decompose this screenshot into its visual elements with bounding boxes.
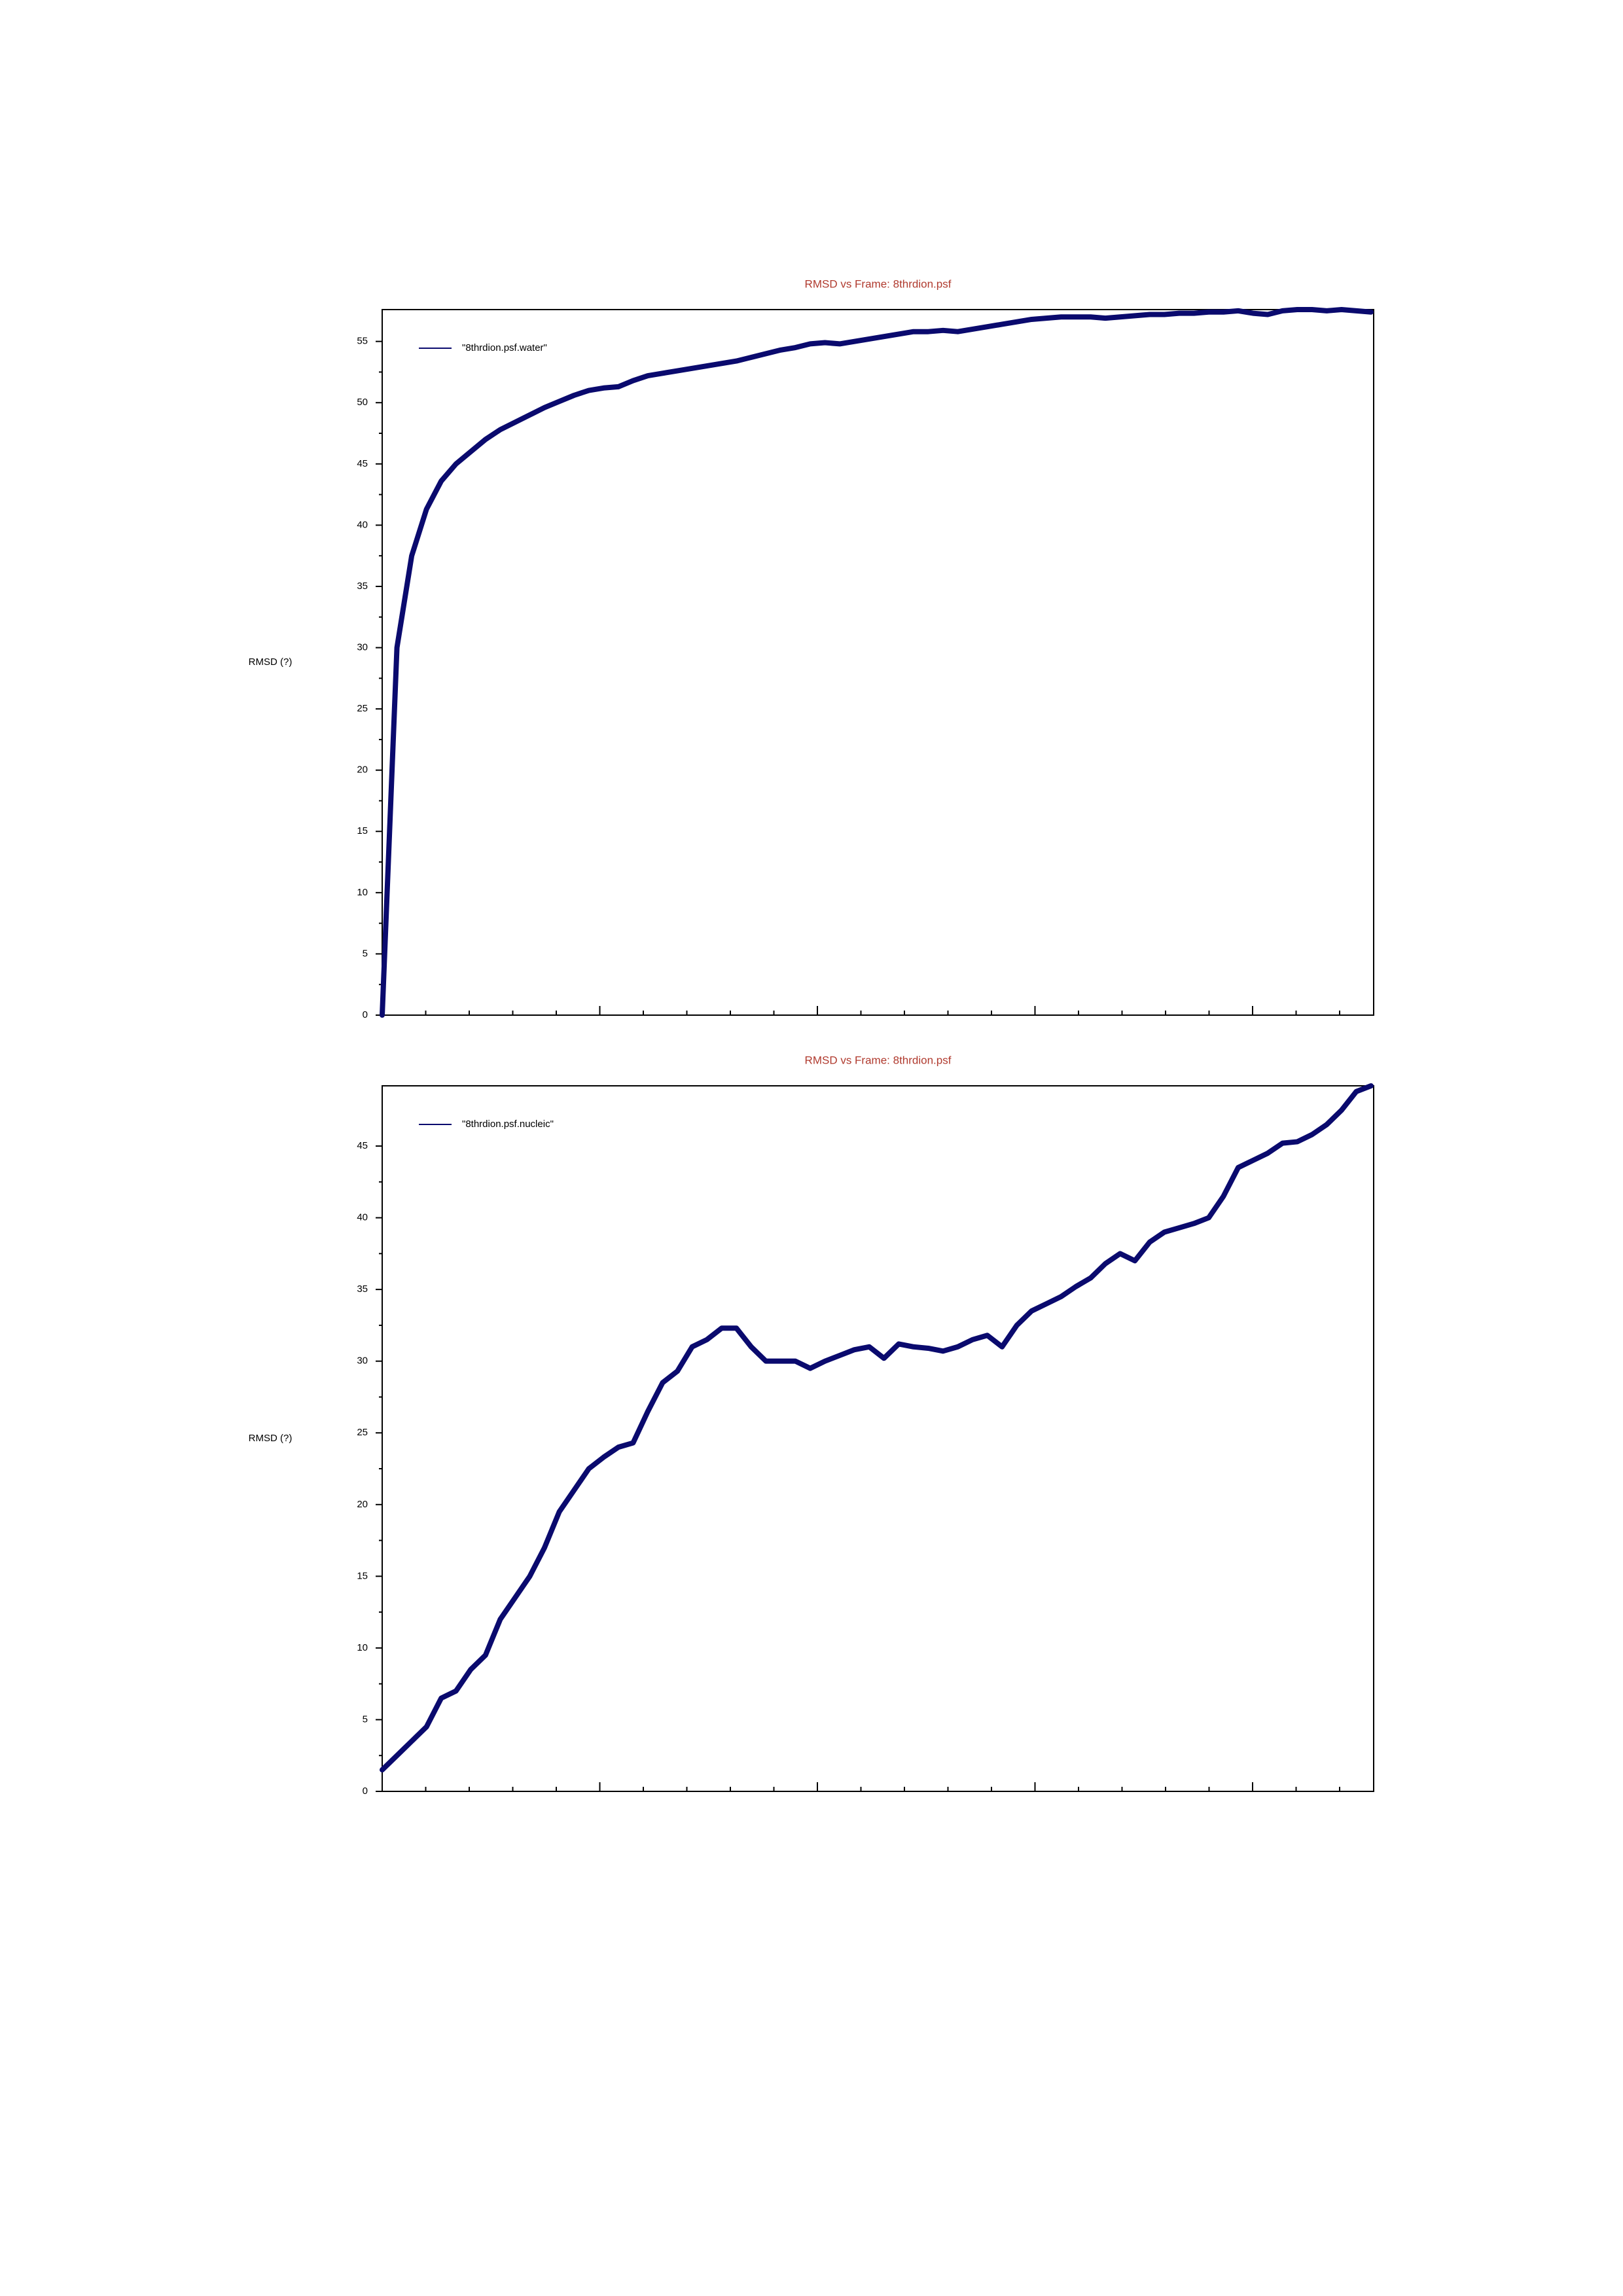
y-tick-label: 30 (357, 1355, 368, 1367)
data-line (380, 1083, 1374, 1773)
y-tick-label: 10 (357, 887, 368, 898)
y-tick-label: 5 (363, 1713, 368, 1725)
chart-title: RMSD vs Frame: 8thrdion.psf (805, 1054, 952, 1066)
y-tick-label: 0 (363, 1009, 368, 1020)
y-tick-label: 25 (357, 1427, 368, 1438)
y-tick-label: 20 (357, 764, 368, 776)
y-tick-label: 40 (357, 1212, 368, 1223)
y-tick-label: 35 (357, 581, 368, 592)
y-axis-label: RMSD (?) (249, 1433, 293, 1444)
data-line (380, 307, 1374, 1018)
y-tick-label: 25 (357, 703, 368, 714)
y-tick-label: 0 (363, 1785, 368, 1797)
y-tick-label: 15 (357, 825, 368, 836)
y-tick-label: 20 (357, 1499, 368, 1510)
y-tick-label: 45 (357, 458, 368, 469)
legend-label: "8thrdion.psf.water" (462, 342, 547, 353)
y-tick-label: 15 (357, 1570, 368, 1581)
y-tick-label: 55 (357, 336, 368, 347)
legend-label: "8thrdion.psf.nucleic" (462, 1119, 554, 1130)
plot-frame (382, 1085, 1374, 1792)
plot-frame (382, 309, 1374, 1016)
y-tick-label: 30 (357, 642, 368, 653)
y-tick-label: 40 (357, 519, 368, 530)
y-tick-label: 45 (357, 1140, 368, 1151)
chart-title: RMSD vs Frame: 8thrdion.psf (805, 278, 952, 290)
y-tick-label: 5 (363, 948, 368, 959)
y-axis-label: RMSD (?) (249, 656, 293, 668)
y-tick-label: 10 (357, 1642, 368, 1653)
y-tick-label: 35 (357, 1283, 368, 1295)
y-tick-label: 50 (357, 397, 368, 408)
